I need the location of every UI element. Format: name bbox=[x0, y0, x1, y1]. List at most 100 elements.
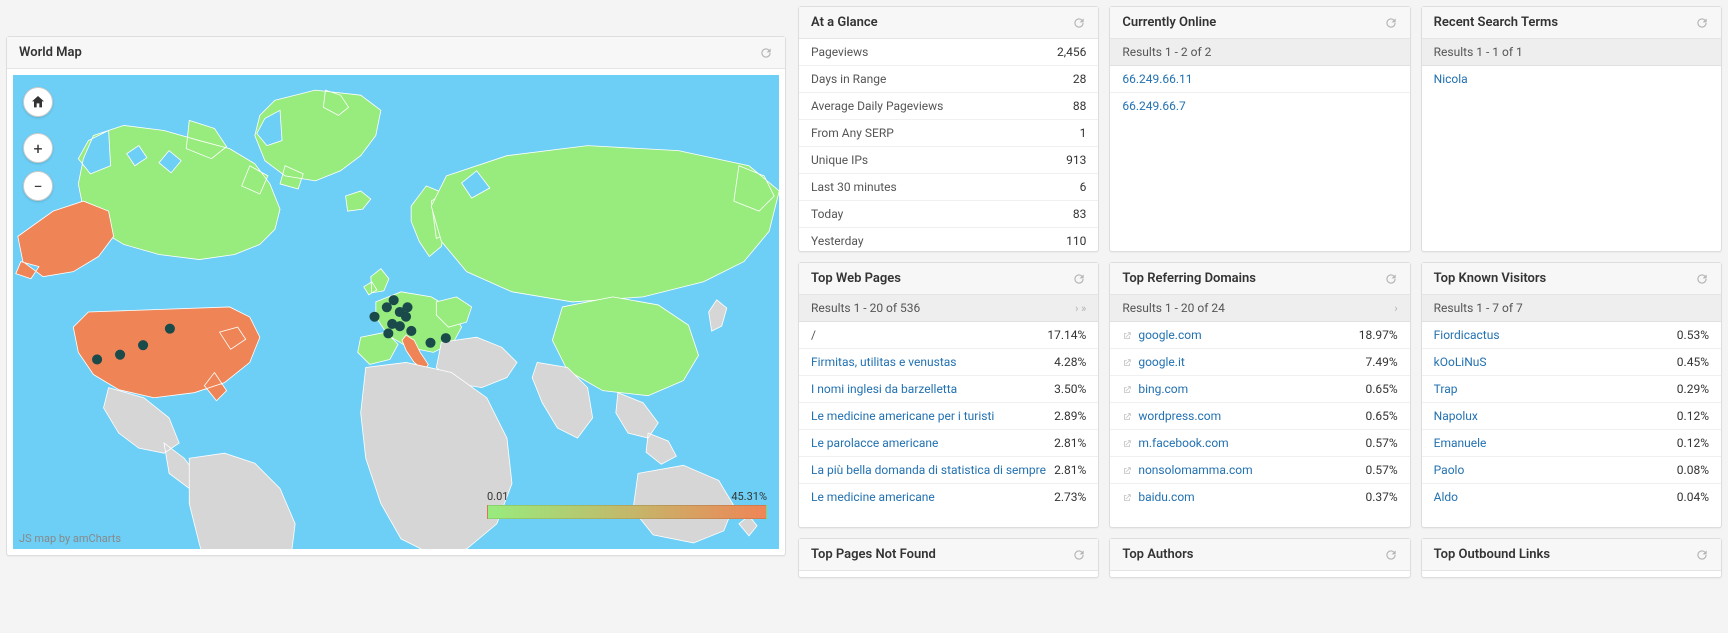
page-link[interactable]: La più bella domanda di statistica di se… bbox=[811, 463, 1046, 477]
refresh-icon[interactable] bbox=[1695, 548, 1709, 562]
list-item[interactable]: bing.com0.65% bbox=[1110, 376, 1409, 403]
map-marker[interactable] bbox=[401, 312, 411, 322]
row-value: 110 bbox=[1066, 234, 1086, 248]
domain-link[interactable]: m.facebook.com bbox=[1122, 436, 1228, 450]
list-item[interactable]: kOoLiNuS 0.45% bbox=[1422, 349, 1721, 376]
currently-online-list: 66.249.66.11 66.249.66.7 bbox=[1110, 66, 1409, 119]
row-value: 2.89% bbox=[1054, 409, 1086, 423]
list-item[interactable]: Paolo0.08% bbox=[1422, 457, 1721, 484]
list-item[interactable]: Emanuele 0.12% bbox=[1422, 430, 1721, 457]
external-link-icon bbox=[1122, 357, 1132, 367]
map-home-button[interactable] bbox=[23, 87, 53, 117]
refresh-icon[interactable] bbox=[1072, 272, 1086, 286]
ip-link[interactable]: 66.249.66.11 bbox=[1122, 72, 1192, 86]
list-item[interactable]: 66.249.66.7 bbox=[1110, 93, 1409, 119]
refresh-icon[interactable] bbox=[759, 46, 773, 60]
row-value: 2.81% bbox=[1054, 436, 1086, 450]
list-item[interactable]: Fiordicactus0.53% bbox=[1422, 322, 1721, 349]
list-item[interactable]: Aldo0.04% bbox=[1422, 484, 1721, 510]
external-link-icon bbox=[1122, 465, 1132, 475]
row-value: 0.37% bbox=[1365, 490, 1397, 504]
map-marker[interactable] bbox=[425, 338, 435, 348]
page-link[interactable]: / bbox=[811, 328, 816, 342]
list-item[interactable]: /17.14% bbox=[799, 322, 1098, 349]
panel: Top Authors bbox=[1109, 538, 1410, 578]
nav-arrows[interactable]: › » bbox=[1075, 302, 1086, 315]
map-marker[interactable] bbox=[383, 328, 393, 338]
visitor-link[interactable]: Aldo bbox=[1434, 490, 1458, 504]
row-value: 2.81% bbox=[1054, 463, 1086, 477]
nav-arrows[interactable]: › bbox=[1394, 302, 1397, 315]
refresh-icon[interactable] bbox=[1072, 548, 1086, 562]
map-body[interactable]: + − bbox=[13, 75, 779, 549]
row-value: 0.45% bbox=[1677, 355, 1709, 369]
panel-title: At a Glance bbox=[811, 15, 878, 30]
page-link[interactable]: Firmitas, utilitas e venustas bbox=[811, 355, 956, 369]
list-item[interactable]: wordpress.com0.65% bbox=[1110, 403, 1409, 430]
visitor-link[interactable]: Paolo bbox=[1434, 463, 1465, 477]
row-value: 0.29% bbox=[1677, 382, 1709, 396]
refresh-icon[interactable] bbox=[1695, 272, 1709, 286]
refresh-icon[interactable] bbox=[1072, 16, 1086, 30]
list-item[interactable]: Firmitas, utilitas e venustas 4.28% bbox=[799, 349, 1098, 376]
visitor-link[interactable]: Trap bbox=[1434, 382, 1458, 396]
page-link[interactable]: Le medicine americane bbox=[811, 490, 935, 504]
visitor-link[interactable]: kOoLiNuS bbox=[1434, 355, 1487, 369]
list-item[interactable]: Le medicine americane2.73% bbox=[799, 484, 1098, 510]
row-value: 0.12% bbox=[1677, 436, 1709, 450]
visitor-link[interactable]: Napolux bbox=[1434, 409, 1478, 423]
domain-link[interactable]: bing.com bbox=[1122, 382, 1188, 396]
domain-link[interactable]: google.it bbox=[1122, 355, 1184, 369]
map-zoom-out-button[interactable]: − bbox=[23, 171, 53, 201]
list-item[interactable]: I nomi inglesi da barzelletta3.50% bbox=[799, 376, 1098, 403]
panel: Top Outbound Links bbox=[1421, 538, 1722, 578]
page-link[interactable]: Le medicine americane per i turisti bbox=[811, 409, 994, 423]
recent-search-list: Nicola bbox=[1422, 66, 1721, 92]
list-item[interactable]: 66.249.66.11 bbox=[1110, 66, 1409, 93]
map-marker[interactable] bbox=[138, 340, 148, 350]
map-marker[interactable] bbox=[389, 295, 399, 305]
list-item: Days in Range28 bbox=[799, 66, 1098, 93]
list-item[interactable]: Napolux0.12% bbox=[1422, 403, 1721, 430]
recent-search-panel: Recent Search Terms Results 1 - 1 of 1 N… bbox=[1421, 6, 1722, 252]
search-term-link[interactable]: Nicola bbox=[1434, 72, 1468, 86]
map-marker[interactable] bbox=[369, 312, 379, 322]
list-item[interactable]: Nicola bbox=[1422, 66, 1721, 92]
domain-link[interactable]: baidu.com bbox=[1122, 490, 1194, 504]
panel-title: Top Outbound Links bbox=[1434, 547, 1550, 562]
row-value: 4.28% bbox=[1054, 355, 1086, 369]
map-marker[interactable] bbox=[402, 302, 412, 312]
visitor-link[interactable]: Fiordicactus bbox=[1434, 328, 1500, 342]
map-marker[interactable] bbox=[387, 319, 397, 329]
page-link[interactable]: I nomi inglesi da barzelletta bbox=[811, 382, 957, 396]
list-item[interactable]: nonsolomamma.com0.57% bbox=[1110, 457, 1409, 484]
domain-link[interactable]: wordpress.com bbox=[1122, 409, 1221, 423]
refresh-icon[interactable] bbox=[1384, 16, 1398, 30]
top-referring-panel: Top Referring Domains Results 1 - 20 of … bbox=[1109, 262, 1410, 528]
map-marker[interactable] bbox=[165, 324, 175, 334]
list-item[interactable]: La più bella domanda di statistica di se… bbox=[799, 457, 1098, 484]
ip-link[interactable]: 66.249.66.7 bbox=[1122, 99, 1185, 113]
list-item[interactable]: Trap 0.29% bbox=[1422, 376, 1721, 403]
list-item[interactable]: baidu.com 0.37% bbox=[1110, 484, 1409, 510]
list-item[interactable]: google.it7.49% bbox=[1110, 349, 1409, 376]
map-marker[interactable] bbox=[441, 333, 451, 343]
list-item: Last 30 minutes6 bbox=[799, 174, 1098, 201]
page-link[interactable]: Le parolacce americane bbox=[811, 436, 938, 450]
map-marker[interactable] bbox=[92, 354, 102, 364]
map-marker[interactable] bbox=[406, 326, 416, 336]
map-marker[interactable] bbox=[115, 350, 125, 360]
domain-link[interactable]: google.com bbox=[1122, 328, 1201, 342]
list-item[interactable]: Le medicine americane per i turisti 2.89% bbox=[799, 403, 1098, 430]
visitor-link[interactable]: Emanuele bbox=[1434, 436, 1487, 450]
list-item[interactable]: m.facebook.com0.57% bbox=[1110, 430, 1409, 457]
map-zoom-in-button[interactable]: + bbox=[23, 133, 53, 163]
refresh-icon[interactable] bbox=[1384, 272, 1398, 286]
refresh-icon[interactable] bbox=[1695, 16, 1709, 30]
refresh-icon[interactable] bbox=[1384, 548, 1398, 562]
panel-title: Top Web Pages bbox=[811, 271, 901, 286]
domain-link[interactable]: nonsolomamma.com bbox=[1122, 463, 1252, 477]
list-item[interactable]: Le parolacce americane 2.81% bbox=[799, 430, 1098, 457]
list-item[interactable]: google.com18.97% bbox=[1110, 322, 1409, 349]
top-web-pages-list: /17.14% Firmitas, utilitas e venustas 4.28… bbox=[799, 322, 1098, 510]
